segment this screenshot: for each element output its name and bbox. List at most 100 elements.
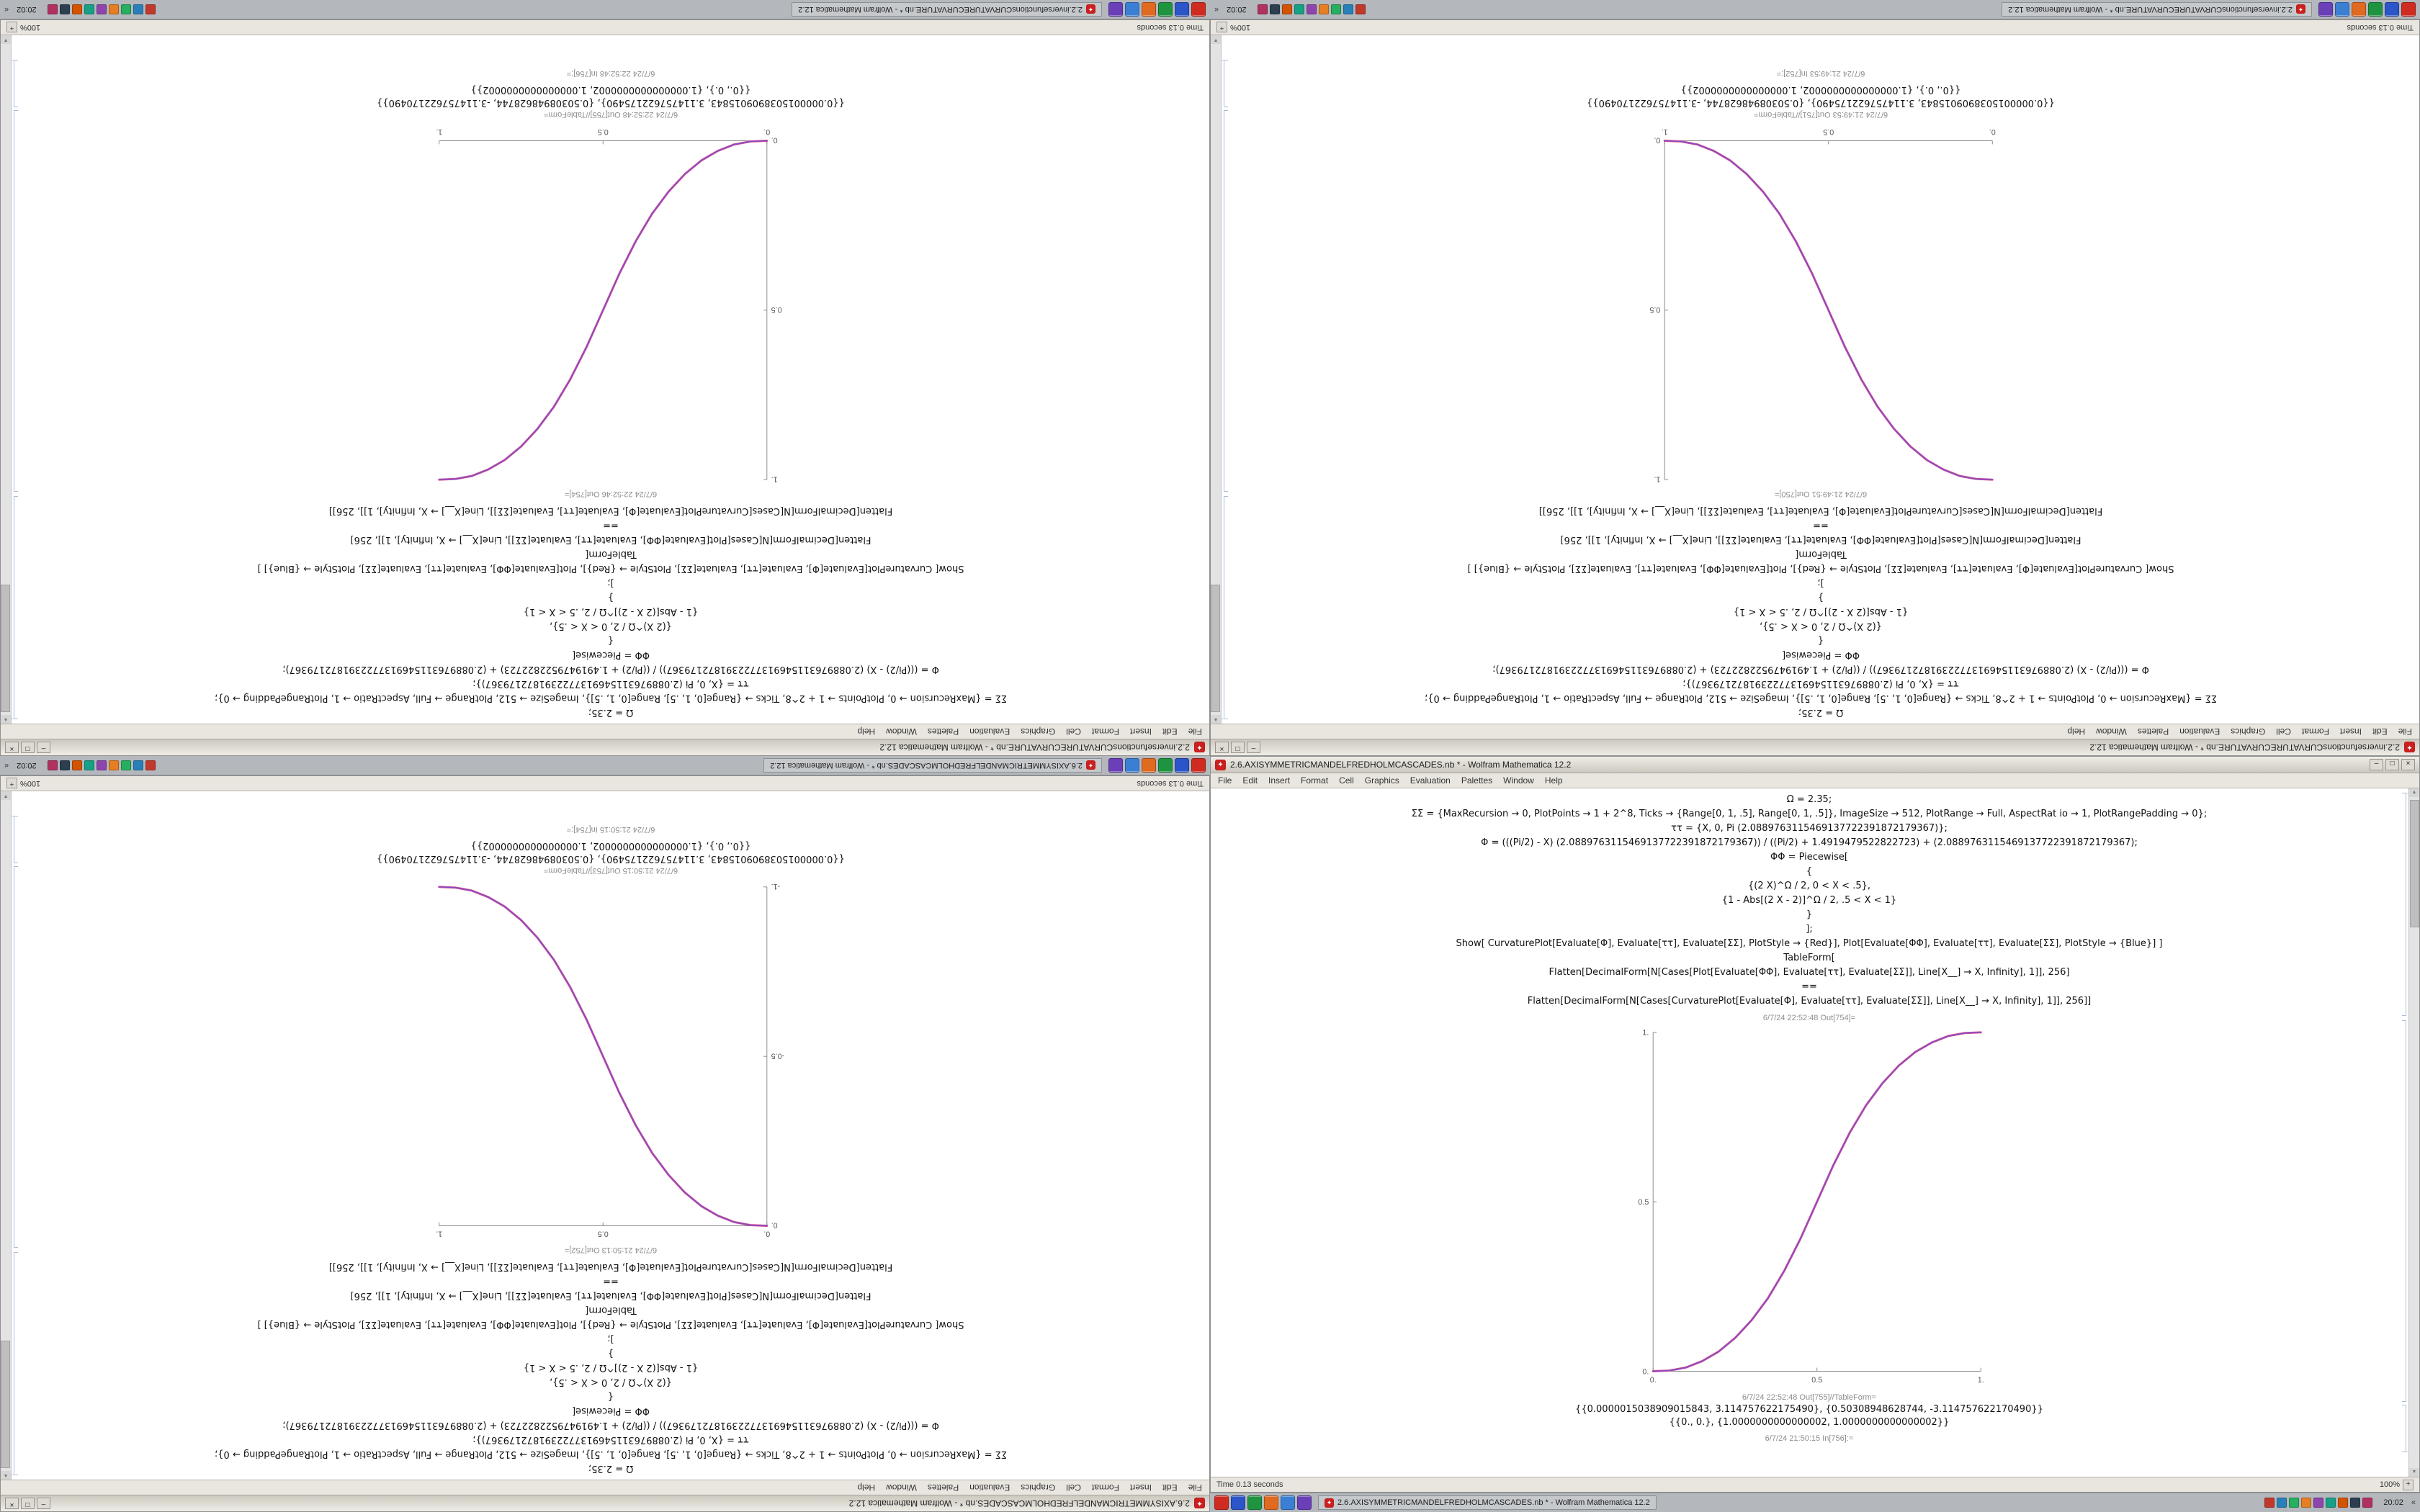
menu-item[interactable]: Evaluation — [969, 726, 1010, 737]
launcher-icon[interactable] — [1108, 758, 1123, 773]
scrollbar-thumb[interactable] — [1211, 585, 1220, 712]
close-button[interactable]: × — [1215, 742, 1229, 753]
menu-item[interactable]: Window — [2096, 726, 2127, 737]
code-cell[interactable]: Ω = 2.35; ΣΣ = {MaxRecursion → 0, PlotPoi… — [1211, 793, 2408, 1009]
taskbar-window-button[interactable]: ✦ 2.2.inversefunctionsCURVATURECURVATURE… — [792, 2, 1102, 17]
notebook-area[interactable]: Ω = 2.35; ΣΣ = {MaxRecursion → 0, PlotPoi… — [1211, 35, 2419, 724]
menu-item[interactable]: Cell — [1066, 726, 1081, 737]
tray-icon[interactable] — [120, 4, 131, 14]
menu-item[interactable]: Palettes — [2137, 726, 2169, 737]
menu-item[interactable]: Help — [2067, 726, 2086, 737]
minimize-button[interactable]: – — [37, 1498, 50, 1509]
zoom-plus-button[interactable]: + — [6, 22, 17, 33]
launcher-icon[interactable] — [1175, 758, 1189, 773]
window-titlebar[interactable]: ✦ 2.6.AXISYMMETRICMANDELFREDHOLMCASCADES… — [1211, 757, 2419, 773]
scroll-up-arrow[interactable]: ▲ — [1, 1471, 11, 1480]
scroll-down-arrow[interactable]: ▼ — [1, 791, 11, 800]
launcher-icon[interactable] — [1125, 758, 1139, 773]
menu-item[interactable]: Palettes — [1461, 775, 1493, 786]
launcher-icon[interactable] — [1158, 2, 1173, 17]
menu-item[interactable]: Evaluation — [2179, 726, 2220, 737]
taskbar-window-button[interactable]: ✦ 2.6.AXISYMMETRICMANDELFREDHOLMCASCADES… — [1318, 1495, 1657, 1510]
tray-icon[interactable] — [1318, 4, 1329, 14]
cell-brackets[interactable] — [10, 791, 18, 1480]
taskbar-overflow-chevron[interactable]: « — [1214, 5, 1219, 14]
tray-icon[interactable] — [1269, 4, 1280, 14]
launcher-icon[interactable] — [2385, 2, 2399, 17]
tray-icon[interactable] — [1330, 4, 1341, 14]
tray-icon[interactable] — [1306, 4, 1317, 14]
menu-item[interactable]: Graphics — [2231, 726, 2266, 737]
notebook-area[interactable]: Ω = 2.35; ΣΣ = {MaxRecursion → 0, PlotPoi… — [1, 791, 1209, 1480]
menu-item[interactable]: Edit — [2372, 726, 2388, 737]
scrollbar-thumb[interactable] — [1, 585, 10, 712]
tray-icon[interactable] — [2301, 1498, 2312, 1508]
window-titlebar[interactable]: ✦ 2.2.inversefunctionsCURVATURECURVATURE… — [1211, 739, 2419, 755]
tray-icon[interactable] — [145, 760, 156, 770]
menu-item[interactable]: Insert — [1129, 726, 1152, 737]
tray-icon[interactable] — [2362, 1498, 2373, 1508]
launcher-icon[interactable] — [1108, 2, 1123, 17]
tray-icon[interactable] — [145, 4, 156, 14]
tray-icon[interactable] — [59, 4, 70, 14]
tray-icon[interactable] — [47, 4, 58, 14]
menu-item[interactable]: Help — [857, 1482, 876, 1493]
menu-item[interactable]: Window — [886, 726, 917, 737]
tray-icon[interactable] — [133, 4, 143, 14]
menu-item[interactable]: Format — [1091, 1482, 1119, 1493]
launcher-icon[interactable] — [2368, 2, 2383, 17]
scrollbar-thumb[interactable] — [2410, 800, 2419, 927]
cell-brackets[interactable] — [1220, 35, 1228, 724]
cell-brackets[interactable] — [10, 35, 18, 724]
launcher-icon[interactable] — [1264, 1495, 1278, 1510]
launcher-icon[interactable] — [1247, 1495, 1262, 1510]
maximize-button[interactable]: □ — [21, 1498, 35, 1509]
tray-icon[interactable] — [120, 760, 131, 770]
tray-icon[interactable] — [1294, 4, 1304, 14]
launcher-icon[interactable] — [1142, 2, 1156, 17]
launcher-icon[interactable] — [1191, 2, 1206, 17]
launcher-icon[interactable] — [1297, 1495, 1312, 1510]
menu-item[interactable]: Evaluation — [1410, 775, 1451, 786]
close-button[interactable]: × — [5, 742, 19, 753]
tray-icon[interactable] — [2264, 1498, 2275, 1508]
launcher-icon[interactable] — [1191, 758, 1206, 773]
tray-icon[interactable] — [96, 760, 107, 770]
tray-icon[interactable] — [2277, 1498, 2287, 1508]
close-button[interactable]: × — [5, 1498, 19, 1509]
menu-item[interactable]: Palettes — [927, 726, 959, 737]
code-cell[interactable]: Ω = 2.35; ΣΣ = {MaxRecursion → 0, PlotPoi… — [1222, 503, 2419, 719]
launcher-icon[interactable] — [1158, 758, 1173, 773]
menu-item[interactable]: Format — [2301, 726, 2329, 737]
menu-item[interactable]: Insert — [2339, 726, 2362, 737]
menu-item[interactable]: Insert — [1129, 1482, 1152, 1493]
launcher-icon[interactable] — [1175, 2, 1189, 17]
minimize-button[interactable]: – — [37, 742, 50, 753]
zoom-control[interactable]: 100% + — [1216, 22, 1250, 33]
launcher-icon[interactable] — [1231, 1495, 1245, 1510]
menu-item[interactable]: File — [1188, 1482, 1202, 1493]
menu-item[interactable]: Format — [1091, 726, 1119, 737]
tray-icon[interactable] — [47, 760, 58, 770]
menu-item[interactable]: File — [2398, 726, 2412, 737]
taskbar-overflow-chevron[interactable]: « — [4, 5, 9, 14]
tray-icon[interactable] — [133, 760, 143, 770]
tray-icon[interactable] — [59, 760, 70, 770]
maximize-button[interactable]: □ — [21, 742, 35, 753]
menu-item[interactable]: Window — [1503, 775, 1534, 786]
tray-icon[interactable] — [96, 4, 107, 14]
zoom-control[interactable]: 100% + — [2380, 1479, 2414, 1490]
launcher-icon[interactable] — [1142, 758, 1156, 773]
taskbar-overflow-chevron[interactable]: « — [2411, 1498, 2416, 1507]
scroll-down-arrow[interactable]: ▼ — [1, 35, 11, 44]
menu-item[interactable]: Graphics — [1364, 775, 1399, 786]
tray-icon[interactable] — [2313, 1498, 2324, 1508]
launcher-icon[interactable] — [1214, 1495, 1229, 1510]
minimize-button[interactable]: – — [1247, 742, 1260, 753]
close-button[interactable]: × — [2401, 759, 2415, 770]
launcher-icon[interactable] — [1125, 2, 1139, 17]
vertical-scrollbar[interactable]: ▲ ▼ — [1, 35, 12, 724]
menu-item[interactable]: Graphics — [1021, 726, 1056, 737]
menu-item[interactable]: Cell — [1066, 1482, 1081, 1493]
tray-icon[interactable] — [2338, 1498, 2349, 1508]
